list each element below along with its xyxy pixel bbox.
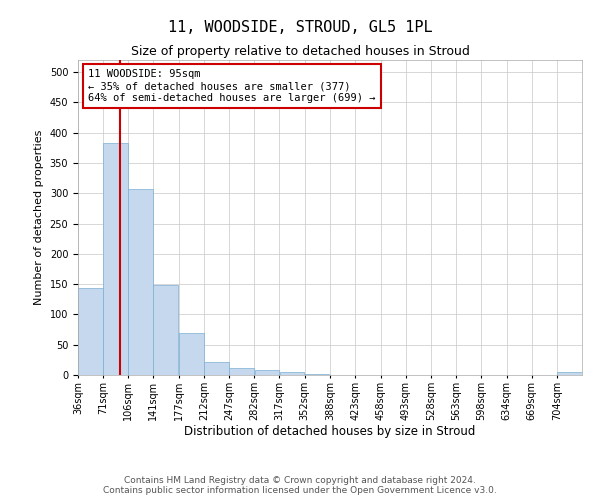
Bar: [254, 370, 279, 375]
Y-axis label: Number of detached properties: Number of detached properties: [34, 130, 44, 305]
Bar: [229, 368, 254, 375]
Text: 11, WOODSIDE, STROUD, GL5 1PL: 11, WOODSIDE, STROUD, GL5 1PL: [167, 20, 433, 35]
Bar: [78, 288, 103, 375]
Bar: [179, 332, 204, 375]
Text: 11 WOODSIDE: 95sqm
← 35% of detached houses are smaller (377)
64% of semi-detach: 11 WOODSIDE: 95sqm ← 35% of detached hou…: [88, 70, 376, 102]
Bar: [154, 286, 178, 375]
Bar: [103, 143, 128, 375]
Bar: [557, 372, 582, 375]
Text: Contains HM Land Registry data © Crown copyright and database right 2024.
Contai: Contains HM Land Registry data © Crown c…: [103, 476, 497, 495]
Text: Size of property relative to detached houses in Stroud: Size of property relative to detached ho…: [131, 45, 469, 58]
Bar: [128, 189, 153, 375]
Bar: [305, 374, 329, 375]
Bar: [280, 372, 304, 375]
Bar: [205, 362, 229, 375]
X-axis label: Distribution of detached houses by size in Stroud: Distribution of detached houses by size …: [184, 426, 476, 438]
